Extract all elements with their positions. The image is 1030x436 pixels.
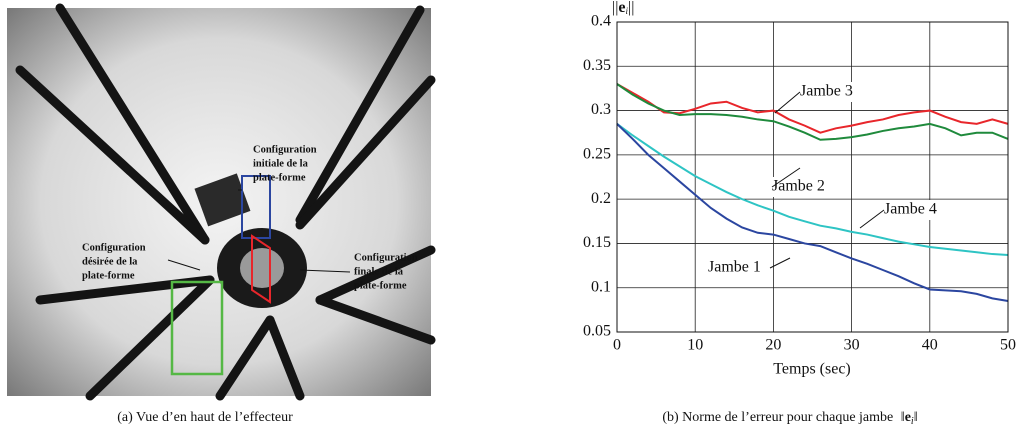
caption-a: (a) Vue d’en haut de l’effecteur <box>117 410 293 425</box>
series-line <box>616 123 1009 256</box>
series-line <box>616 83 1009 141</box>
y-axis-label: ||ei|| <box>612 0 634 16</box>
x-axis-label: Temps (sec) <box>773 361 851 378</box>
annotation-line: Configuration <box>253 144 317 155</box>
legend-bg <box>706 258 772 278</box>
legend-bg <box>770 177 836 197</box>
legend-entry: Jambe 4 <box>884 201 937 218</box>
legend-bg <box>882 200 948 220</box>
plot-frame <box>616 21 1009 333</box>
y-tick-label: 0.3 <box>591 101 611 118</box>
x-tick-label: 50 <box>1000 337 1016 354</box>
annotation-line: Configuration <box>82 242 146 253</box>
y-tick-label: 0.2 <box>591 190 611 207</box>
y-label-part: || <box>612 0 618 16</box>
leader-line <box>769 257 791 269</box>
caption-b: (b) Norme de l’erreur pour chaque jambe … <box>662 410 917 427</box>
y-tick-label: 0.35 <box>583 57 611 74</box>
annotation-line: initiale de la <box>253 158 309 169</box>
leader-line <box>774 91 801 114</box>
leader-line <box>771 167 801 188</box>
x-tick-label: 30 <box>844 337 860 354</box>
caption-symbol: e <box>905 410 911 425</box>
x-tick-label: 20 <box>765 337 781 354</box>
annotation-line: plate-forme <box>253 172 306 183</box>
caption-symbol: ‖ <box>914 410 918 425</box>
annotation-line: plate-forme <box>82 270 135 281</box>
legend-entry: Jambe 2 <box>772 178 825 195</box>
y-label-part: i <box>626 6 629 16</box>
y-label-part: || <box>628 0 634 16</box>
y-label-part: e <box>618 0 625 16</box>
photo <box>7 3 436 401</box>
legend-entry: Jambe 3 <box>800 83 853 100</box>
x-tick-label: 0 <box>613 337 621 354</box>
plot: 0.05 0.1 0.15 0.2 0.25 0.3 0.35 0.4 0 10 20 30 40 50 J… <box>583 13 1016 354</box>
x-tick-label: 10 <box>687 337 703 354</box>
caption-symbol: i <box>911 416 914 427</box>
y-tick-label: 0.25 <box>583 146 611 163</box>
y-tick-label: 0.4 <box>591 13 611 30</box>
annotation-line: Configuration <box>354 252 418 263</box>
annotation-line: plate-forme <box>354 280 407 291</box>
legend-bg <box>798 82 864 102</box>
caption-symbol: ‖ <box>901 410 905 425</box>
y-tick-label: 0.05 <box>583 323 611 340</box>
y-tick-label: 0.15 <box>583 234 611 251</box>
legend-entry: Jambe 1 <box>708 259 761 276</box>
x-tick-label: 40 <box>922 337 938 354</box>
photo-annotations: Configuration initiale de la plate-forme Co… <box>82 144 418 291</box>
y-tick-label: 0.1 <box>591 278 611 295</box>
annotation-line: désirée de la <box>82 256 138 267</box>
series-line <box>616 123 1009 302</box>
caption-text: (b) Norme de l’erreur pour chaque jambe <box>662 410 893 425</box>
annotation-line: finale de la <box>354 266 404 277</box>
leader-line <box>859 209 885 229</box>
series-line <box>616 83 1009 134</box>
